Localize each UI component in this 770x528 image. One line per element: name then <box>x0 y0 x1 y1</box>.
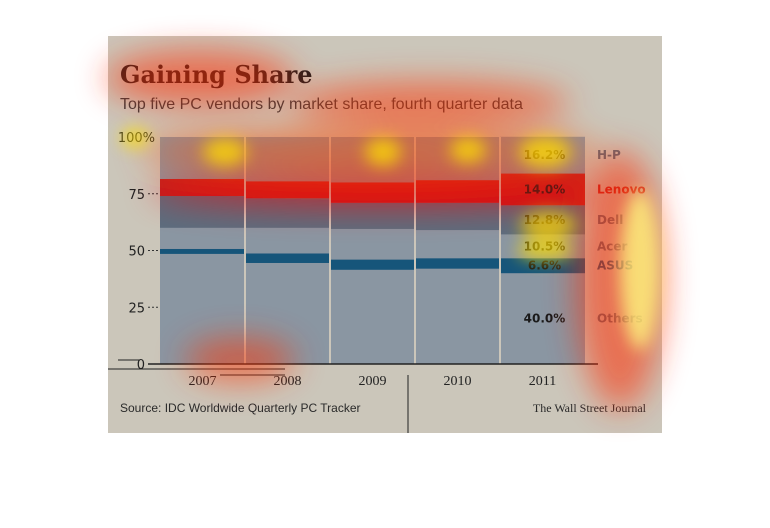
end-label-vendor: Acer <box>597 239 628 253</box>
bar-others-2009 <box>330 269 415 364</box>
bar-lenovo-2010 <box>415 180 500 203</box>
bar-lenovo-2009 <box>330 182 415 203</box>
bar-others-2011 <box>500 273 585 364</box>
bar-dell-2007 <box>160 196 245 228</box>
bar-asus-2011 <box>500 258 585 274</box>
bar-asus-2008 <box>245 253 330 263</box>
y-tick-label: 25 <box>128 301 145 316</box>
end-label-pct: 14.0% <box>524 182 566 196</box>
bar-hp-2007 <box>160 137 245 179</box>
bar-others-2008 <box>245 262 330 364</box>
bar-hp-2008 <box>245 137 330 182</box>
bar-lenovo-2008 <box>245 181 330 199</box>
end-label-vendor: Dell <box>597 213 623 227</box>
end-label-vendor: Lenovo <box>597 182 646 196</box>
x-tick-label: 2009 <box>359 374 387 389</box>
y-tick-label: 0 <box>137 358 145 373</box>
bar-dell-2010 <box>415 202 500 231</box>
bar-asus-2009 <box>330 259 415 270</box>
end-label-pct: 16.2% <box>524 148 566 162</box>
bar-acer-2009 <box>330 228 415 260</box>
y-tick-label: 100% <box>118 131 155 146</box>
y-tick-label: 50 <box>128 245 145 260</box>
chart-svg: 2007 2008 2009 2010 2011 0 25 50 75 100% 16.2% H-P 1… <box>118 131 646 389</box>
y-tick-label: 75 <box>128 188 145 203</box>
x-tick-label: 2011 <box>529 374 556 389</box>
bar-hp-2009 <box>330 137 415 183</box>
bar-others-2007 <box>160 253 245 364</box>
end-label-vendor: H-P <box>597 148 621 162</box>
bar-hp-2010 <box>415 137 500 181</box>
bar-acer-2008 <box>245 227 330 254</box>
bar-others-2010 <box>415 268 500 364</box>
bar-acer-2010 <box>415 230 500 259</box>
publisher-credit: The Wall Street Journal <box>532 401 646 415</box>
bar-dell-2009 <box>330 202 415 229</box>
x-tick-label: 2010 <box>444 374 472 389</box>
bar-asus-2010 <box>415 258 500 269</box>
end-label-pct: 10.5% <box>524 239 566 253</box>
bar-acer-2007 <box>160 227 245 249</box>
x-tick-label: 2008 <box>274 374 302 389</box>
end-label-pct: 40.0% <box>524 312 566 326</box>
end-label-pct: 12.8% <box>524 213 566 227</box>
end-label-vendor: Others <box>597 312 643 326</box>
end-label-pct: 6.6% <box>528 259 561 273</box>
bar-dell-2008 <box>245 198 330 228</box>
x-tick-label: 2007 <box>189 374 217 389</box>
chart-panel: Gaining Share Top five PC vendors by mar… <box>108 36 662 433</box>
end-label-vendor: ASUS <box>597 259 633 273</box>
bar-asus-2007 <box>160 248 245 254</box>
source-note: Source: IDC Worldwide Quarterly PC Track… <box>120 401 361 415</box>
bar-lenovo-2007 <box>160 178 245 197</box>
